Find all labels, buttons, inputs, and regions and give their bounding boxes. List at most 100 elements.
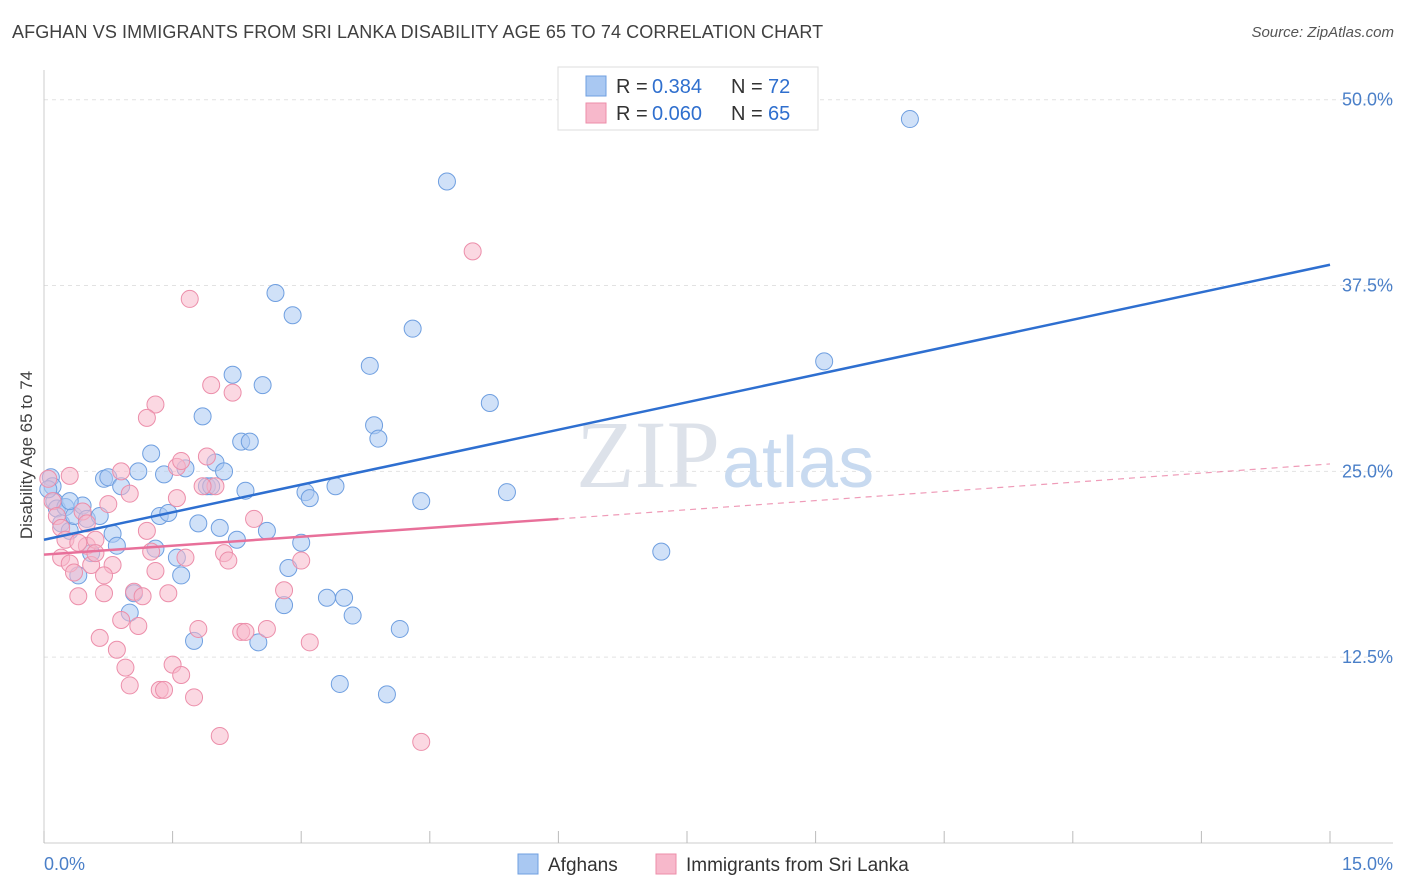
sri-lanka-point	[167, 489, 186, 508]
sri-lanka-point	[193, 477, 212, 496]
afghans-point	[403, 319, 422, 338]
afghans-points	[39, 110, 919, 704]
afghans-point	[283, 306, 302, 325]
sri-lanka-point	[60, 466, 79, 485]
legend-r-value-2: 0.060	[652, 103, 702, 125]
afghans-point	[172, 566, 191, 585]
sri-lanka-point	[257, 619, 276, 638]
watermark-zip: ZIP	[576, 401, 720, 508]
sri-lanka-point	[223, 383, 242, 402]
afghans-point	[652, 542, 671, 561]
sri-lanka-point	[146, 561, 165, 580]
afghans-point	[210, 518, 229, 537]
sri-lanka-point	[99, 495, 118, 514]
bottom-legend-sri-lanka: Immigrants from Sri Lanka	[686, 855, 909, 876]
afghans-trend-line	[43, 263, 1331, 541]
y-tick-label: 12.5%	[1342, 647, 1393, 667]
afghans-point	[900, 110, 919, 129]
sri-lanka-point	[90, 628, 109, 647]
afghans-point	[107, 536, 126, 555]
trend-lines	[43, 263, 1331, 556]
sri-lanka-point	[69, 587, 88, 606]
sri-lanka-point	[137, 408, 156, 427]
bottom-legend-swatch-afghans	[517, 853, 539, 875]
sri-lanka-point	[133, 587, 152, 606]
afghans-point	[369, 429, 388, 448]
bottom-legend-afghans: Afghans	[548, 855, 618, 876]
afghans-point	[317, 588, 336, 607]
x-tick-label-min: 0.0%	[44, 854, 85, 874]
x-tick-label-max: 15.0%	[1342, 854, 1393, 874]
afghans-point	[240, 432, 259, 451]
legend-box: R = 0.384 N = 72 R = 0.060 N = 65	[557, 66, 819, 131]
afghans-point	[257, 521, 276, 540]
sri-lanka-point	[245, 509, 264, 528]
sri-lanka-point	[112, 462, 131, 481]
sri-lanka-point	[236, 622, 255, 641]
sri-lanka-point	[189, 619, 208, 638]
sri-lanka-point	[300, 633, 319, 652]
sri-lanka-point	[120, 676, 139, 695]
y-tick-labels: 12.5% 25.0% 37.5% 50.0%	[1342, 90, 1393, 667]
afghans-point	[193, 407, 212, 426]
afghans-point	[223, 365, 242, 384]
sri-lanka-point	[112, 611, 131, 630]
sri-lanka-point	[137, 521, 156, 540]
sri-lanka-point	[172, 666, 191, 685]
legend-swatch-sri-lanka	[585, 102, 607, 124]
sri-lanka-point	[69, 533, 88, 552]
grid-lines	[44, 99, 1393, 658]
afghans-point	[266, 283, 285, 302]
chart-title: AFGHAN VS IMMIGRANTS FROM SRI LANKA DISA…	[12, 22, 824, 42]
sri-lanka-point	[146, 395, 165, 414]
sri-lanka-point	[65, 563, 84, 582]
sri-lanka-point	[219, 551, 238, 570]
afghans-point	[343, 606, 362, 625]
sri-lanka-point	[172, 451, 191, 470]
bottom-legend-swatch-sri-lanka	[655, 853, 677, 875]
sri-lanka-point	[129, 616, 148, 635]
afghans-point	[142, 444, 161, 463]
sri-lanka-point	[107, 640, 126, 659]
afghans-point	[437, 172, 456, 191]
afghans-point	[360, 356, 379, 375]
sri-lanka-point	[159, 584, 178, 603]
legend-r-label-2: R =	[616, 103, 648, 125]
sri-lanka-point	[120, 484, 139, 503]
legend-r-value-1: 0.384	[652, 76, 702, 98]
afghans-point	[480, 393, 499, 412]
legend-n-label-1: N =	[731, 76, 763, 98]
axes	[43, 70, 1393, 844]
afghans-point	[330, 674, 349, 693]
sri-lanka-trend-extension	[558, 463, 1331, 520]
legend-r-label-1: R =	[616, 76, 648, 98]
afghans-point	[815, 352, 834, 371]
sri-lanka-point	[180, 289, 199, 308]
sri-lanka-point	[197, 447, 216, 466]
sri-lanka-point	[412, 732, 431, 751]
sri-lanka-point	[292, 551, 311, 570]
afghans-point	[249, 633, 268, 652]
legend-n-label-2: N =	[731, 103, 763, 125]
legend-swatch-afghans	[585, 75, 607, 97]
chart-source: Source: ZipAtlas.com	[1251, 24, 1394, 41]
afghans-point	[189, 514, 208, 533]
afghans-point	[300, 489, 319, 508]
sri-lanka-point	[176, 548, 195, 567]
y-tick-label: 37.5%	[1342, 276, 1393, 296]
sri-lanka-point	[155, 680, 174, 699]
sri-lanka-point	[202, 376, 221, 395]
sri-lanka-trend-line	[43, 517, 559, 556]
y-tick-label: 50.0%	[1342, 90, 1393, 110]
y-tick-label: 25.0%	[1342, 461, 1393, 481]
y-axis-label: Disability Age 65 to 74	[17, 371, 36, 539]
afghans-point	[215, 462, 234, 481]
afghans-point	[390, 619, 409, 638]
sri-lanka-point	[116, 658, 135, 677]
sri-lanka-point	[210, 726, 229, 745]
afghans-point	[497, 483, 516, 502]
afghans-point	[292, 533, 311, 552]
afghans-point	[377, 685, 396, 704]
afghans-point	[335, 588, 354, 607]
